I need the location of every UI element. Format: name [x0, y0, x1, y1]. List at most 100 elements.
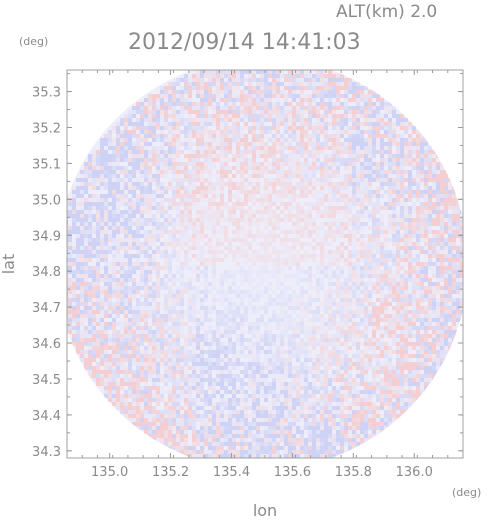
radar-cell [220, 186, 224, 190]
radar-cell [408, 286, 412, 290]
radar-cell [308, 202, 312, 206]
radar-cell [148, 182, 152, 186]
radar-cell [376, 210, 380, 214]
radar-cell [432, 306, 436, 310]
radar-cell [336, 258, 340, 262]
radar-cell [96, 218, 100, 222]
radar-cell [196, 130, 200, 134]
radar-cell [144, 274, 148, 278]
radar-cell [276, 162, 280, 166]
radar-cell [428, 190, 432, 194]
radar-cell [356, 298, 360, 302]
radar-cell [400, 322, 404, 326]
radar-cell [196, 258, 200, 262]
radar-cell [304, 122, 308, 126]
radar-cell [216, 322, 220, 326]
radar-cell [452, 314, 456, 318]
radar-cell [360, 306, 364, 310]
radar-cell [272, 110, 276, 114]
radar-cell [264, 158, 268, 162]
radar-cell [144, 242, 148, 246]
radar-cell [192, 278, 196, 282]
radar-cell [368, 166, 372, 170]
radar-cell [368, 182, 372, 186]
radar-cell [144, 106, 148, 110]
radar-cell [420, 218, 424, 222]
radar-cell [212, 262, 216, 266]
radar-cell [444, 306, 448, 310]
radar-cell [344, 294, 348, 298]
radar-cell [116, 146, 120, 150]
radar-cell [320, 178, 324, 182]
radar-cell [132, 190, 136, 194]
radar-cell [436, 258, 440, 262]
radar-cell [236, 226, 240, 230]
radar-cell [440, 254, 444, 258]
radar-cell [284, 102, 288, 106]
radar-cell [116, 254, 120, 258]
radar-cell [416, 190, 420, 194]
radar-cell [228, 166, 232, 170]
radar-cell [392, 286, 396, 290]
radar-cell [308, 286, 312, 290]
radar-cell [188, 170, 192, 174]
radar-cell [316, 70, 320, 74]
radar-cell [376, 194, 380, 198]
radar-cell [248, 266, 252, 270]
radar-cell [276, 254, 280, 258]
radar-cell [68, 242, 72, 246]
radar-cell [460, 262, 463, 266]
radar-cell [312, 222, 316, 226]
radar-cell [152, 310, 156, 314]
radar-cell [416, 246, 420, 250]
radar-cell [328, 266, 332, 270]
radar-cell [132, 182, 136, 186]
radar-cell [348, 90, 352, 94]
radar-cell [184, 170, 188, 174]
radar-cell [412, 230, 416, 234]
radar-cell [216, 246, 220, 250]
radar-cell [324, 210, 328, 214]
radar-cell [196, 90, 200, 94]
y-axis-label: lat [0, 254, 18, 275]
radar-cell [376, 186, 380, 190]
radar-cell [220, 202, 224, 206]
radar-cell [148, 110, 152, 114]
radar-cell [184, 78, 188, 82]
radar-cell [232, 98, 236, 102]
radar-cell [196, 202, 200, 206]
radar-cell [108, 134, 112, 138]
radar-cell [92, 270, 96, 274]
radar-cell [400, 250, 404, 254]
radar-cell [240, 230, 244, 234]
radar-cell [396, 242, 400, 246]
radar-cell [348, 178, 352, 182]
radar-cell [432, 210, 436, 214]
radar-cell [308, 242, 312, 246]
radar-cell [440, 226, 444, 230]
radar-cell [344, 122, 348, 126]
radar-cell [76, 270, 80, 274]
radar-cell [120, 306, 124, 310]
radar-cell [212, 310, 216, 314]
radar-cell [136, 178, 140, 182]
radar-cell [340, 326, 344, 330]
radar-cell [188, 286, 192, 290]
radar-cell [200, 282, 204, 286]
radar-cell [416, 198, 420, 202]
radar-cell [400, 298, 404, 302]
radar-cell [116, 190, 120, 194]
radar-cell [460, 222, 463, 226]
radar-cell [440, 290, 444, 294]
radar-cell [260, 262, 264, 266]
radar-cell [108, 302, 112, 306]
radar-cell [300, 206, 304, 210]
radar-cell [208, 90, 212, 94]
radar-cell [60, 246, 64, 250]
radar-cell [104, 134, 108, 138]
radar-cell [324, 230, 328, 234]
radar-cell [400, 162, 404, 166]
radar-cell [404, 174, 408, 178]
radar-cell [296, 214, 300, 218]
radar-cell [308, 102, 312, 106]
